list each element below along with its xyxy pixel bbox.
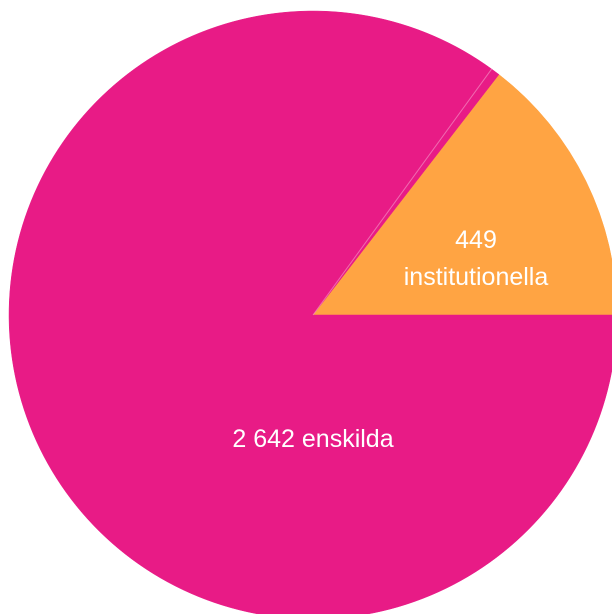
slice-label-institutionella-name: institutionella xyxy=(404,263,549,291)
slice-label-institutionella-value: 449 xyxy=(455,226,497,254)
pie-slices xyxy=(8,10,612,614)
slice-separator xyxy=(312,68,493,316)
slice-label-enskilda: 2 642 enskilda xyxy=(232,425,393,453)
pie-labels: 449 institutionella 2 642 enskilda xyxy=(232,226,548,453)
pie-slice-institutionella xyxy=(312,74,612,316)
pie-slice-enskilda xyxy=(8,10,612,614)
